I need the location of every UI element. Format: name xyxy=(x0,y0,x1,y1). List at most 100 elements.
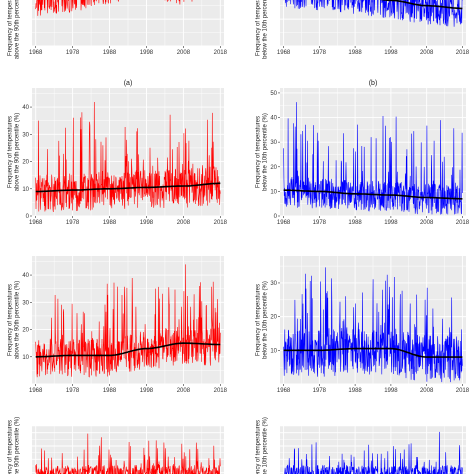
y-tick-label: 30 xyxy=(22,300,29,306)
y-tick-label: 10 xyxy=(22,187,29,193)
x-tick-label: 1988 xyxy=(348,50,362,56)
y-axis-label-line: Frequency of temperatures xyxy=(256,420,262,474)
x-tick-label: 1988 xyxy=(348,220,362,226)
x-tick-label: 2008 xyxy=(177,220,191,226)
x-tick-label: 1988 xyxy=(348,388,362,394)
x-tick-label: 1998 xyxy=(384,388,398,394)
y-axis-label: Frequency of temperaturesbelow the 10th … xyxy=(256,113,269,191)
chart-panel-row4-right: Frequency of temperaturesbelow the 10th … xyxy=(256,417,466,474)
x-tick-label: 1998 xyxy=(140,50,154,56)
trend-line xyxy=(35,182,221,193)
series-line xyxy=(35,264,221,378)
y-tick-label: 0 xyxy=(26,214,30,220)
x-tick-label: 2008 xyxy=(420,50,434,56)
chart-panel-row3-left: 1968 1978 1988 1998 2008 201810203040Frequenc… xyxy=(8,256,228,437)
y-tick-label: 30 xyxy=(270,281,277,287)
trend-line xyxy=(283,189,463,200)
y-axis-label: Frequency of temperaturesbelow the 10th … xyxy=(256,0,269,59)
y-tick-label: 10 xyxy=(22,355,29,361)
y-tick-label: 20 xyxy=(22,328,29,334)
chart-panel-row1-right: 1968 1978 1988 1998 2008 2018 Frequency of tem… xyxy=(256,0,470,87)
y-axis-label-line: above the 90th percentile (%) xyxy=(15,281,21,359)
x-tick-label: 1988 xyxy=(103,50,117,56)
series-line xyxy=(283,102,463,215)
y-tick-label: 30 xyxy=(22,132,29,138)
x-tick-label: 1968 xyxy=(29,220,43,226)
x-tick-label: 1998 xyxy=(384,50,398,56)
y-axis-label-line: below the 10th percentile (%) xyxy=(263,417,269,474)
x-tick-label: 2008 xyxy=(177,50,191,56)
x-tick-label: 1988 xyxy=(103,388,117,394)
y-tick-label: 30 xyxy=(270,140,277,146)
x-tick-label: 1978 xyxy=(313,388,327,394)
x-tick-label: 1968 xyxy=(29,50,43,56)
series-line xyxy=(35,101,221,213)
y-tick-label: 0 xyxy=(274,214,278,220)
y-axis-label: Frequency of temperaturesabove the 90th … xyxy=(8,281,21,359)
y-axis-label: Frequency of temperaturesabove the 90th … xyxy=(8,113,21,191)
y-axis-label-line: Frequency of temperatures xyxy=(256,116,262,188)
chart-panel-row1-left: 1968 1978 1988 1998 2008 2018 Frequency of tem… xyxy=(8,0,228,87)
x-tick-label: 2018 xyxy=(214,220,228,226)
y-tick-label: 20 xyxy=(270,165,277,171)
y-axis-label-line: below the 10th percentile (%) xyxy=(263,281,269,359)
y-axis-label: Frequency of temperaturesabove the 90th … xyxy=(8,0,21,59)
y-axis-label-line: Frequency of temperatures xyxy=(8,284,14,356)
y-tick-label: 10 xyxy=(270,189,277,195)
x-tick-label: 1978 xyxy=(66,388,80,394)
trend-line xyxy=(283,347,463,358)
series-line xyxy=(284,431,463,474)
trend-line xyxy=(35,342,221,358)
x-tick-label: 1968 xyxy=(277,50,291,56)
y-axis-label: Frequency of temperaturesbelow the 10th … xyxy=(256,281,269,359)
y-axis-label-line: Frequency of temperatures xyxy=(8,0,14,56)
x-tick-label: 1978 xyxy=(66,50,80,56)
y-tick-label: 50 xyxy=(270,91,277,97)
panel-caption: (a) xyxy=(124,80,133,87)
x-tick-label: 2008 xyxy=(420,388,434,394)
y-tick-label: 40 xyxy=(22,105,29,111)
panel-caption: (b) xyxy=(369,80,378,87)
y-axis-label: Frequency of temperaturesbelow the 10th … xyxy=(256,417,269,474)
x-tick-label: 2018 xyxy=(456,50,470,56)
x-tick-label: 1998 xyxy=(140,220,154,226)
x-tick-label: 1968 xyxy=(29,388,43,394)
chart-panel-row2-right: 1968 1978 1988 1998 2008 2018 0 10 20 30 40 50 Frequ… xyxy=(256,88,470,267)
x-tick-label: 1988 xyxy=(103,220,117,226)
trend-line xyxy=(380,0,463,10)
y-axis-label-line: Frequency of temperatures xyxy=(256,0,262,56)
x-tick-label: 1998 xyxy=(140,388,154,394)
x-tick-label: 1978 xyxy=(313,220,327,226)
y-axis-label-line: below the 10th percentile (%) xyxy=(263,113,269,191)
x-tick-label: 1998 xyxy=(384,220,398,226)
y-axis-label-line: Frequency of temperatures xyxy=(8,116,14,188)
chart-panel-row2-left: 1968 1978 1988 1998 2008 2018010203040Frequen… xyxy=(8,88,228,267)
chart-panel-row4-left: Frequency of temperaturesabove the 90th … xyxy=(8,417,224,474)
x-tick-label: 2018 xyxy=(214,388,228,394)
y-tick-label: 20 xyxy=(22,160,29,166)
y-axis-label-line: Frequency of temperatures xyxy=(256,284,262,356)
x-tick-label: 2018 xyxy=(456,220,470,226)
x-tick-label: 1968 xyxy=(277,220,291,226)
x-tick-label: 2018 xyxy=(214,50,228,56)
series-line xyxy=(283,267,463,383)
y-axis-label-line: above the 90th percentile (%) xyxy=(15,417,21,474)
grid xyxy=(32,426,224,474)
y-axis-label-line: Frequency of temperatures xyxy=(8,420,14,474)
series-line xyxy=(283,0,463,27)
x-tick-label: 2008 xyxy=(177,388,191,394)
y-tick-label: 20 xyxy=(270,315,277,321)
x-tick-label: 1978 xyxy=(313,50,327,56)
x-tick-label: 1978 xyxy=(66,220,80,226)
y-axis-label-line: below the 10th percentile (%) xyxy=(263,0,269,59)
x-tick-label: 2018 xyxy=(456,388,470,394)
x-tick-label: 1968 xyxy=(277,388,291,394)
y-tick-label: 10 xyxy=(270,348,277,354)
y-axis-label-line: above the 90th percentile (%) xyxy=(15,0,21,59)
chart-panel-row3-right: 1968 1978 1988 1998 2008 2018102030Frequency … xyxy=(256,256,470,437)
y-tick-label: 40 xyxy=(270,116,277,122)
y-tick-label: 40 xyxy=(22,273,29,279)
x-tick-label: 2008 xyxy=(420,220,434,226)
y-axis-label: Frequency of temperaturesabove the 90th … xyxy=(8,417,21,474)
y-axis-label-line: above the 90th percentile (%) xyxy=(15,113,21,191)
